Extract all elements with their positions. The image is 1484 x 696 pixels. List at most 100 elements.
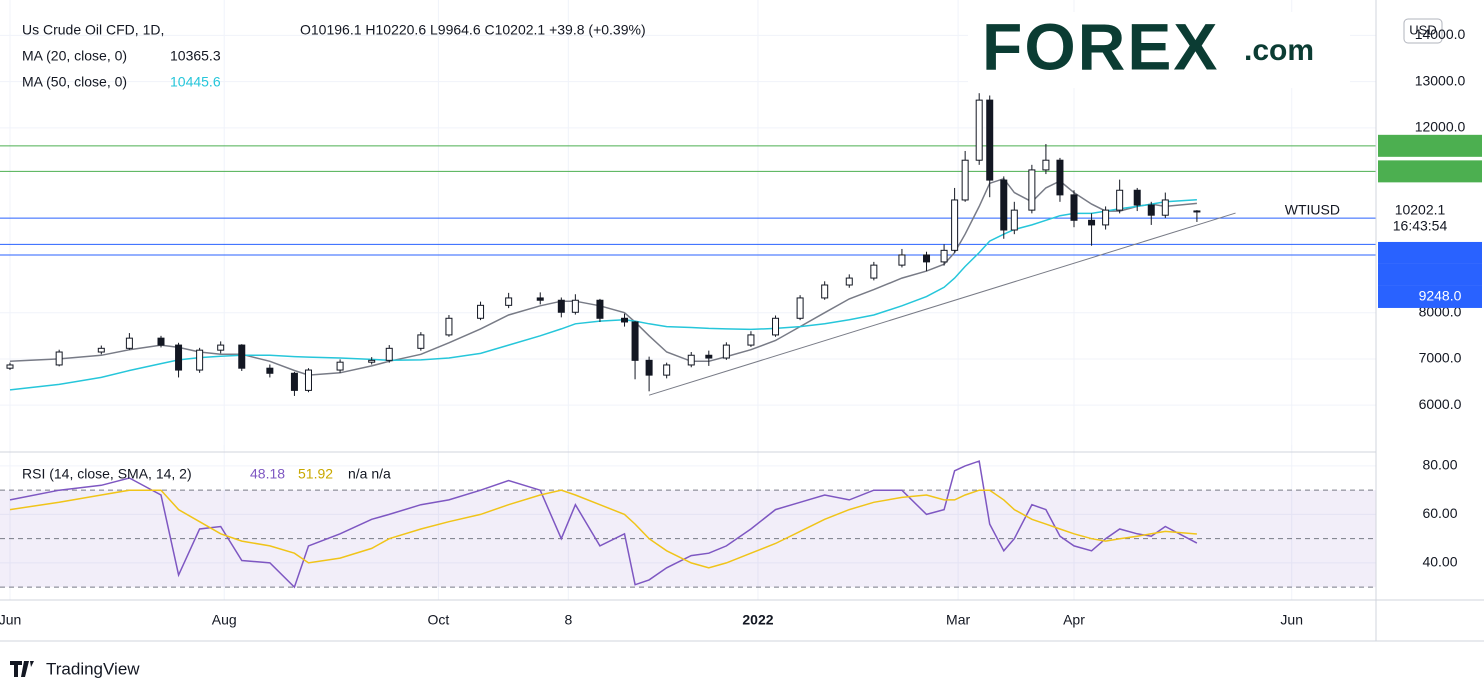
logo-name: FOREX bbox=[982, 9, 1219, 83]
x-tick-label: 8 bbox=[564, 612, 572, 628]
candle-body bbox=[304, 369, 312, 391]
tv-icon bbox=[10, 661, 34, 677]
x-tick-label: Jun bbox=[1280, 612, 1303, 628]
ma50-value: 10445.6 bbox=[170, 74, 221, 90]
x-tick-label: Oct bbox=[428, 612, 450, 628]
tradingview-logo[interactable]: TradingView bbox=[10, 659, 140, 678]
price-label: 9248.0 bbox=[1419, 288, 1462, 304]
candle-body bbox=[266, 367, 274, 374]
price-label-box bbox=[1378, 285, 1482, 308]
ma50-label: MA (50, close, 0) bbox=[22, 74, 127, 90]
symbol-title: Us Crude Oil CFD, 1D, bbox=[22, 22, 164, 38]
rsi-title: RSI (14, close, SMA, 14, 2) bbox=[22, 466, 192, 482]
candle-body bbox=[175, 344, 183, 371]
candle-body bbox=[1133, 189, 1141, 206]
candle-body bbox=[1102, 209, 1110, 226]
candle-body bbox=[821, 284, 829, 299]
candle-body bbox=[772, 317, 780, 336]
candle-body bbox=[336, 361, 344, 371]
currency[interactable]: USD bbox=[1409, 22, 1436, 37]
logo-box bbox=[968, 12, 1350, 88]
candle-body bbox=[385, 347, 393, 361]
y-tick-label: 7000.0 bbox=[1419, 350, 1462, 366]
price-label-box bbox=[1378, 241, 1482, 264]
candle-body bbox=[621, 317, 629, 323]
candle-body bbox=[1042, 159, 1050, 171]
y-tick-label: 40.00 bbox=[1422, 554, 1457, 570]
candle-body bbox=[1028, 169, 1036, 211]
candle-body bbox=[477, 304, 485, 319]
candle-body bbox=[97, 347, 105, 353]
candle-body bbox=[6, 364, 14, 369]
candle-body bbox=[1010, 209, 1018, 231]
footer-brand[interactable]: TradingView bbox=[46, 659, 140, 678]
candle-body bbox=[951, 199, 959, 251]
trendline bbox=[648, 212, 1236, 396]
rsi-value: 48.18 bbox=[250, 466, 285, 482]
candle-body bbox=[536, 297, 544, 301]
candle-body bbox=[1161, 199, 1169, 216]
x-tick-label: Jun bbox=[0, 612, 21, 628]
rsi-extra: n/a n/a bbox=[348, 466, 391, 482]
candle-body bbox=[290, 372, 298, 391]
candle-body bbox=[417, 334, 425, 349]
symbol-label: WTIUSD bbox=[1285, 202, 1340, 218]
y-tick-label: 14000.0 bbox=[1415, 26, 1466, 42]
candle-body bbox=[705, 354, 713, 359]
last-price: 10202.1 bbox=[1395, 202, 1446, 218]
price-label-box bbox=[1378, 263, 1482, 286]
candle-body bbox=[845, 277, 853, 286]
ohlc-legend: O10196.1 H10220.6 L9964.6 C10202.1 +39.8… bbox=[300, 22, 646, 38]
countdown: 16:43:54 bbox=[1393, 218, 1448, 234]
candle-body bbox=[645, 359, 653, 376]
y-tick-label: 12000.0 bbox=[1415, 119, 1466, 135]
candle-body bbox=[747, 334, 755, 346]
candle-body bbox=[975, 99, 983, 161]
candle-body bbox=[1056, 159, 1064, 196]
y-tick-label: 6000.0 bbox=[1419, 396, 1462, 412]
candle-body bbox=[596, 299, 604, 319]
currency-box[interactable] bbox=[1403, 18, 1443, 44]
candle-body bbox=[687, 354, 695, 366]
moving-average bbox=[9, 198, 1197, 391]
candle-body bbox=[445, 317, 453, 336]
moving-average bbox=[9, 177, 1197, 376]
candle-body bbox=[238, 344, 246, 369]
candle-body bbox=[1193, 210, 1201, 213]
logo-suffix: .com bbox=[1244, 34, 1314, 67]
candle-body bbox=[1116, 189, 1124, 211]
candle-body bbox=[196, 349, 204, 371]
ma20-value: 10365.3 bbox=[170, 48, 221, 64]
candle-body bbox=[505, 297, 513, 306]
rsi-sma-value: 51.92 bbox=[298, 466, 333, 482]
rsi-line bbox=[9, 489, 1197, 569]
y-tick-label: 13000.0 bbox=[1415, 72, 1466, 88]
candle-body bbox=[368, 359, 376, 363]
x-tick-label: Mar bbox=[946, 612, 970, 628]
candle-body bbox=[986, 99, 994, 181]
candle-body bbox=[631, 321, 639, 361]
last-price-box bbox=[1378, 201, 1482, 238]
y-tick-label: 60.00 bbox=[1422, 505, 1457, 521]
candle-body bbox=[55, 351, 63, 366]
candle-body bbox=[796, 297, 804, 319]
ma20-label: MA (20, close, 0) bbox=[22, 48, 127, 64]
candle-body bbox=[923, 254, 931, 263]
y-tick-label: 80.00 bbox=[1422, 457, 1457, 473]
candle-body bbox=[940, 249, 948, 263]
price-label-box bbox=[1378, 134, 1482, 157]
price-label-box bbox=[1378, 160, 1482, 183]
candle-body bbox=[1070, 194, 1078, 221]
candle-body bbox=[961, 159, 969, 201]
candle-body bbox=[557, 299, 565, 313]
candle-body bbox=[125, 337, 133, 349]
candle-body bbox=[722, 344, 730, 359]
candle-body bbox=[663, 364, 671, 376]
candle-body bbox=[1000, 179, 1008, 231]
candle-body bbox=[898, 254, 906, 266]
candle-body bbox=[1088, 219, 1096, 226]
x-tick-label: Aug bbox=[212, 612, 237, 628]
x-tick-label: 2022 bbox=[742, 612, 773, 628]
